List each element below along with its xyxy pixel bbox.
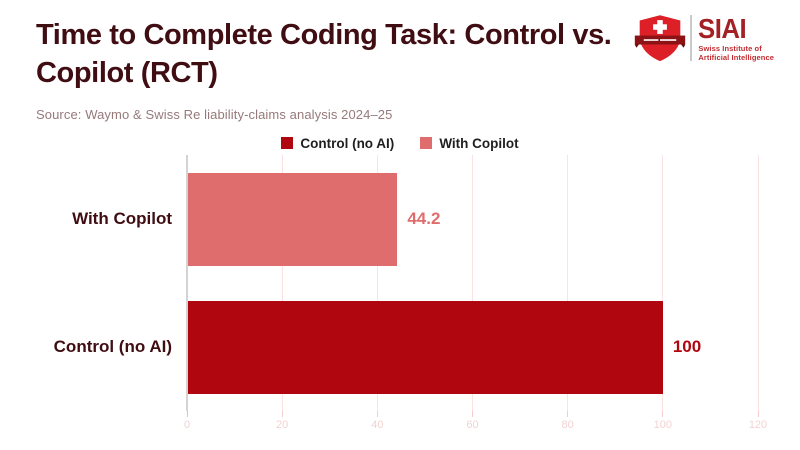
logo-acronym: SIAI xyxy=(698,12,747,44)
gridline-20 xyxy=(281,155,283,411)
tick-label-60: 60 xyxy=(466,419,479,431)
chart-legend: Control (no AI) With Copilot xyxy=(0,133,800,153)
title-line-2: Copilot (RCT) xyxy=(36,57,218,89)
legend-item-0: Control (no AI) xyxy=(281,136,394,151)
category-label-with-copilot: With Copilot xyxy=(72,209,172,228)
gridline-80 xyxy=(567,155,569,411)
value-label-with-copilot: 44.2 xyxy=(407,209,441,228)
gridline-100 xyxy=(662,155,664,411)
tick-label-20: 20 xyxy=(276,419,289,431)
tick-100 xyxy=(662,411,664,417)
logo-divider xyxy=(690,15,693,61)
legend-label-0: Control (no AI) xyxy=(300,135,395,151)
tick-label-40: 40 xyxy=(371,419,384,431)
tick-label-0: 0 xyxy=(183,419,191,431)
bar-control-no-ai xyxy=(187,300,663,394)
logo-name-line-2: Artificial Intelligence xyxy=(698,53,774,62)
logo-text-block: SIAI Swiss Institute of Artificial Intel… xyxy=(698,12,774,62)
siai-logo: SIAI Swiss Institute of Artificial Intel… xyxy=(634,13,774,63)
legend-swatch-1 xyxy=(420,137,433,149)
x-axis-zero-line xyxy=(186,155,188,411)
tick-0 xyxy=(186,411,188,417)
gridline-120 xyxy=(757,155,759,411)
logo-name-line-1: Swiss Institute of xyxy=(698,43,762,53)
tick-60 xyxy=(472,411,473,417)
gridline-40 xyxy=(376,155,378,411)
legend-swatch-0 xyxy=(281,137,294,149)
tick-label-120: 120 xyxy=(748,419,768,431)
value-label-control-no-ai: 100 xyxy=(672,337,702,356)
tick-20 xyxy=(281,411,283,417)
plot-area xyxy=(187,155,759,411)
tick-120 xyxy=(757,411,759,417)
tick-label-80: 80 xyxy=(561,419,574,431)
tick-40 xyxy=(376,411,378,417)
legend-item-1: With Copilot xyxy=(420,135,519,151)
legend-label-1: With Copilot xyxy=(439,135,519,151)
gridline-60 xyxy=(472,155,473,411)
category-label-control-no-ai: Control (no AI) xyxy=(53,337,172,356)
source-note: Source: Waymo & Swiss Re liability-claim… xyxy=(36,107,393,122)
bar-with-copilot xyxy=(187,172,398,266)
title-line-1: Time to Complete Coding Task: Control vs… xyxy=(36,19,612,51)
page-title: Time to Complete Coding Task: Control vs… xyxy=(36,16,656,92)
swiss-shield-icon xyxy=(635,15,686,62)
tick-label-100: 100 xyxy=(653,419,672,431)
tick-80 xyxy=(567,411,569,417)
